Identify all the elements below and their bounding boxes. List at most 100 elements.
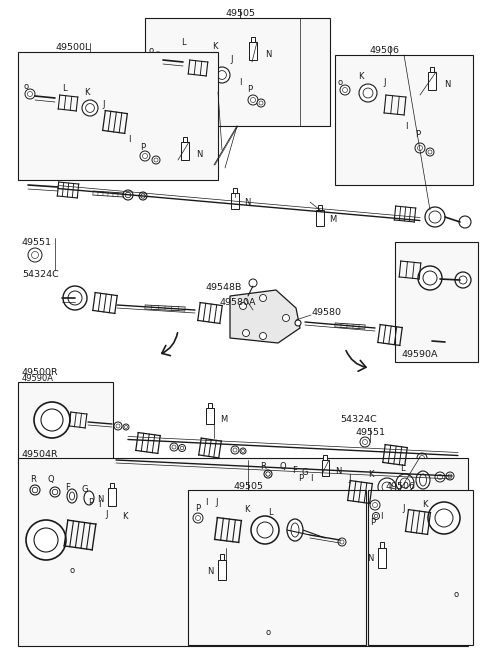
Text: 54324C: 54324C — [340, 415, 377, 424]
Text: K: K — [84, 88, 89, 97]
Text: 49551: 49551 — [22, 238, 52, 247]
Text: N: N — [97, 495, 104, 504]
Text: N: N — [265, 50, 271, 59]
Text: P: P — [370, 518, 375, 527]
Circle shape — [418, 266, 442, 290]
Ellipse shape — [84, 491, 94, 505]
Text: N: N — [335, 467, 341, 476]
Text: N: N — [368, 554, 374, 563]
Text: K: K — [368, 470, 373, 479]
Circle shape — [34, 402, 70, 438]
Text: o: o — [148, 46, 154, 55]
Circle shape — [170, 443, 178, 451]
Text: o: o — [338, 78, 343, 87]
Circle shape — [257, 522, 273, 538]
Circle shape — [444, 336, 456, 348]
Text: 49505: 49505 — [225, 9, 255, 18]
FancyArrowPatch shape — [346, 350, 366, 371]
Bar — [218, 560, 226, 580]
Bar — [251, 37, 255, 42]
Circle shape — [435, 509, 453, 527]
Circle shape — [428, 502, 460, 534]
Circle shape — [231, 446, 239, 454]
Text: 49500R: 49500R — [22, 368, 59, 377]
Text: R: R — [30, 475, 36, 484]
Circle shape — [251, 516, 279, 544]
Text: K: K — [358, 72, 363, 81]
Circle shape — [195, 515, 201, 521]
Circle shape — [248, 95, 258, 105]
Circle shape — [156, 54, 160, 60]
Circle shape — [82, 100, 98, 116]
Circle shape — [266, 472, 270, 476]
Bar — [322, 460, 328, 476]
Bar — [18, 52, 218, 180]
Text: I: I — [128, 135, 131, 144]
Circle shape — [426, 148, 434, 156]
Text: L: L — [268, 508, 273, 517]
Ellipse shape — [420, 474, 427, 486]
Circle shape — [153, 52, 163, 62]
Ellipse shape — [416, 471, 430, 489]
Circle shape — [360, 437, 370, 447]
Circle shape — [123, 424, 129, 430]
Circle shape — [428, 150, 432, 154]
Text: K: K — [422, 500, 428, 509]
Circle shape — [154, 158, 158, 162]
Circle shape — [242, 329, 250, 337]
Bar — [318, 205, 322, 210]
Circle shape — [32, 252, 38, 259]
Text: Q: Q — [280, 462, 287, 471]
Circle shape — [41, 409, 63, 431]
Circle shape — [249, 279, 257, 287]
Bar — [108, 488, 116, 506]
Text: P: P — [140, 143, 145, 152]
Circle shape — [343, 88, 348, 92]
Circle shape — [139, 192, 147, 200]
Circle shape — [180, 446, 184, 450]
Text: K: K — [212, 42, 218, 51]
Text: P: P — [415, 130, 420, 139]
Text: N: N — [206, 567, 213, 576]
Circle shape — [214, 67, 230, 83]
Text: L: L — [400, 464, 405, 473]
Ellipse shape — [70, 492, 74, 500]
Circle shape — [446, 472, 454, 480]
Text: J: J — [348, 474, 350, 483]
Bar — [380, 542, 384, 548]
Text: Q: Q — [48, 475, 55, 484]
Text: N: N — [244, 198, 251, 207]
Circle shape — [382, 482, 392, 492]
Text: 49505: 49505 — [233, 482, 263, 491]
Text: J: J — [215, 498, 217, 507]
Text: P: P — [195, 504, 200, 513]
Circle shape — [27, 92, 33, 96]
Circle shape — [455, 272, 471, 288]
Circle shape — [193, 513, 203, 523]
Circle shape — [30, 485, 40, 495]
Polygon shape — [230, 290, 300, 343]
Circle shape — [114, 422, 122, 430]
Circle shape — [26, 520, 66, 560]
Bar — [316, 210, 324, 226]
Circle shape — [141, 194, 145, 198]
Bar — [188, 490, 366, 645]
Text: 49504R: 49504R — [22, 450, 59, 459]
Circle shape — [396, 474, 414, 492]
Circle shape — [417, 453, 427, 463]
Circle shape — [50, 487, 60, 497]
Circle shape — [359, 84, 377, 102]
Text: o: o — [24, 82, 29, 91]
Circle shape — [264, 470, 272, 478]
Circle shape — [25, 89, 35, 99]
Circle shape — [140, 151, 150, 161]
Circle shape — [362, 440, 368, 445]
Text: F: F — [65, 483, 70, 492]
Text: J: J — [102, 100, 105, 109]
Bar — [206, 408, 214, 424]
Circle shape — [378, 478, 396, 496]
Circle shape — [124, 426, 128, 428]
Circle shape — [423, 271, 437, 285]
Text: 54324C: 54324C — [22, 270, 59, 279]
Circle shape — [179, 445, 185, 451]
